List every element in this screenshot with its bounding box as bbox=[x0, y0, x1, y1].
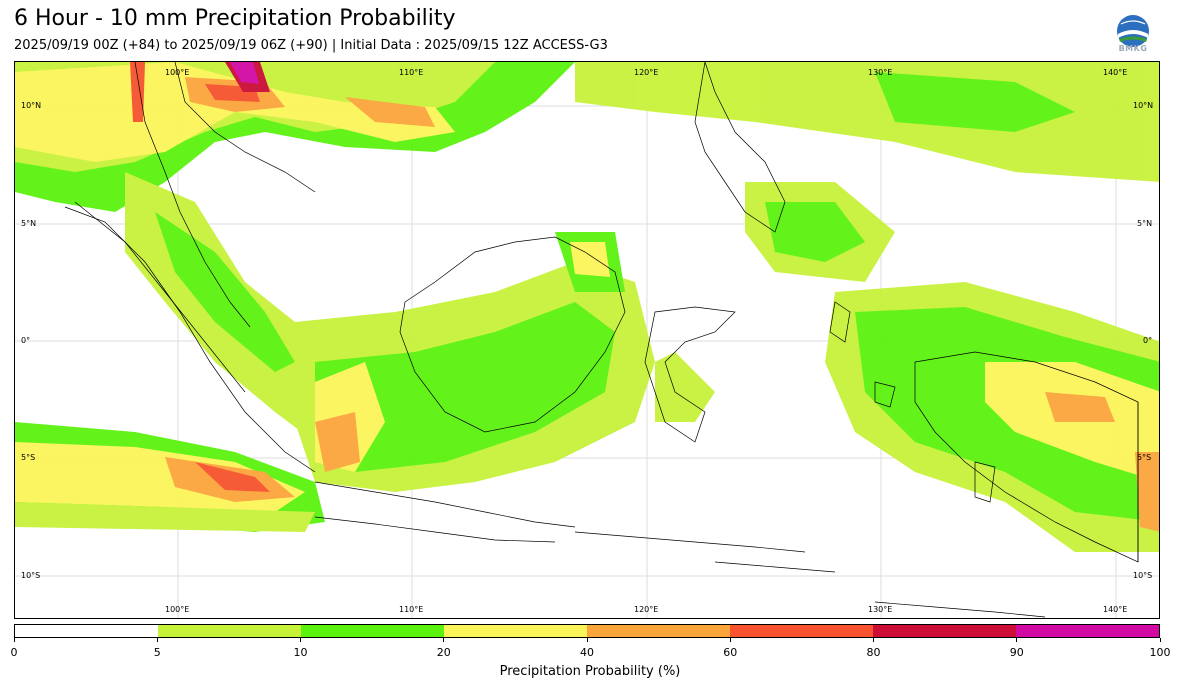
lat-label-right: 5°N bbox=[1137, 219, 1153, 228]
lon-label-top: 120°E bbox=[634, 68, 659, 77]
lat-label-right: 0° bbox=[1143, 336, 1153, 345]
colorbar-tick-label: 60 bbox=[723, 646, 738, 659]
map-canvas bbox=[15, 62, 1159, 618]
colorbar-tick-label: 5 bbox=[153, 646, 161, 659]
lat-label-left: 5°N bbox=[21, 219, 37, 228]
lat-label-right: 5°S bbox=[1137, 453, 1152, 462]
map-subtitle: 2025/09/19 00Z (+84) to 2025/09/19 06Z (… bbox=[14, 38, 608, 53]
map-title: 6 Hour - 10 mm Precipitation Probability bbox=[14, 6, 456, 31]
colorbar-tick-mark bbox=[443, 638, 445, 642]
lon-label-bottom: 120°E bbox=[634, 605, 659, 614]
colorbar bbox=[14, 624, 1160, 638]
colorbar-tick-mark bbox=[729, 638, 731, 642]
lat-label-right: 10°N bbox=[1133, 101, 1154, 110]
lat-label-left: 10°N bbox=[21, 101, 42, 110]
bmkg-logo-text: BMKG bbox=[1118, 44, 1148, 53]
colorbar-segment bbox=[15, 625, 158, 637]
lat-label-left: 5°S bbox=[21, 453, 36, 462]
lat-label-left: 10°S bbox=[21, 571, 41, 580]
colorbar-segment bbox=[444, 625, 587, 637]
colorbar-tick-mark bbox=[156, 638, 158, 642]
colorbar-tick-mark bbox=[873, 638, 874, 642]
colorbar-segment bbox=[873, 625, 1016, 637]
lon-label-bottom: 130°E bbox=[868, 605, 893, 614]
colorbar-segment bbox=[158, 625, 301, 637]
probability-field bbox=[15, 62, 1159, 552]
colorbar-tick-label: 20 bbox=[436, 646, 451, 659]
lon-label-top: 140°E bbox=[1103, 68, 1128, 77]
lon-label-bottom: 140°E bbox=[1103, 605, 1128, 614]
colorbar-tick-label: 10 bbox=[293, 646, 308, 659]
colorbar-tick-label: 40 bbox=[580, 646, 594, 659]
colorbar-segment bbox=[1016, 625, 1159, 637]
colorbar-tick-mark bbox=[586, 638, 588, 642]
lon-label-top: 130°E bbox=[868, 68, 893, 77]
colorbar-segment bbox=[587, 625, 730, 637]
precipitation-map: 100°E 110°E 120°E 130°E 140°E 100°E 110°… bbox=[14, 61, 1160, 619]
colorbar-segment bbox=[301, 625, 444, 637]
lon-label-top: 110°E bbox=[399, 68, 424, 77]
lon-label-top: 100°E bbox=[165, 68, 190, 77]
colorbar-tick-label: 0 bbox=[10, 646, 18, 659]
colorbar-tick-mark bbox=[1016, 638, 1018, 642]
colorbar-tick-label: 90 bbox=[1009, 646, 1024, 659]
colorbar-segment bbox=[730, 625, 873, 637]
colorbar-label: Precipitation Probability (%) bbox=[499, 664, 681, 679]
lon-label-bottom: 100°E bbox=[165, 605, 190, 614]
lat-label-left: 0° bbox=[21, 336, 31, 345]
colorbar-tick-mark bbox=[300, 638, 301, 642]
lat-label-right: 10°S bbox=[1133, 571, 1153, 580]
lon-label-bottom: 110°E bbox=[399, 605, 424, 614]
colorbar-tick-label: 100 bbox=[1149, 646, 1171, 659]
colorbar-tick-mark bbox=[13, 638, 15, 642]
bmkg-logo bbox=[1117, 15, 1149, 47]
colorbar-tick-mark bbox=[1159, 638, 1161, 642]
colorbar-tick-label: 80 bbox=[866, 646, 881, 659]
